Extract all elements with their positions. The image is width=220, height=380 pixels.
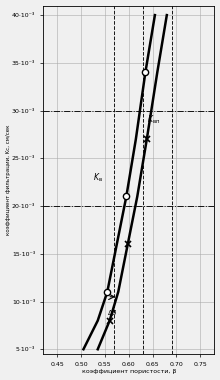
Text: $K_{\mathsf{вп}}$: $K_{\mathsf{вп}}$ <box>147 114 160 127</box>
Y-axis label: коэффициент фильтрации, Kс, см/сек: коэффициент фильтрации, Kс, см/сек <box>6 125 11 235</box>
Text: $K_{\mathsf{в}}$: $K_{\mathsf{в}}$ <box>93 171 103 184</box>
X-axis label: коэффициент пористости, β: коэффициент пористости, β <box>82 369 176 374</box>
Text: $\Delta\beta$: $\Delta\beta$ <box>107 308 118 318</box>
